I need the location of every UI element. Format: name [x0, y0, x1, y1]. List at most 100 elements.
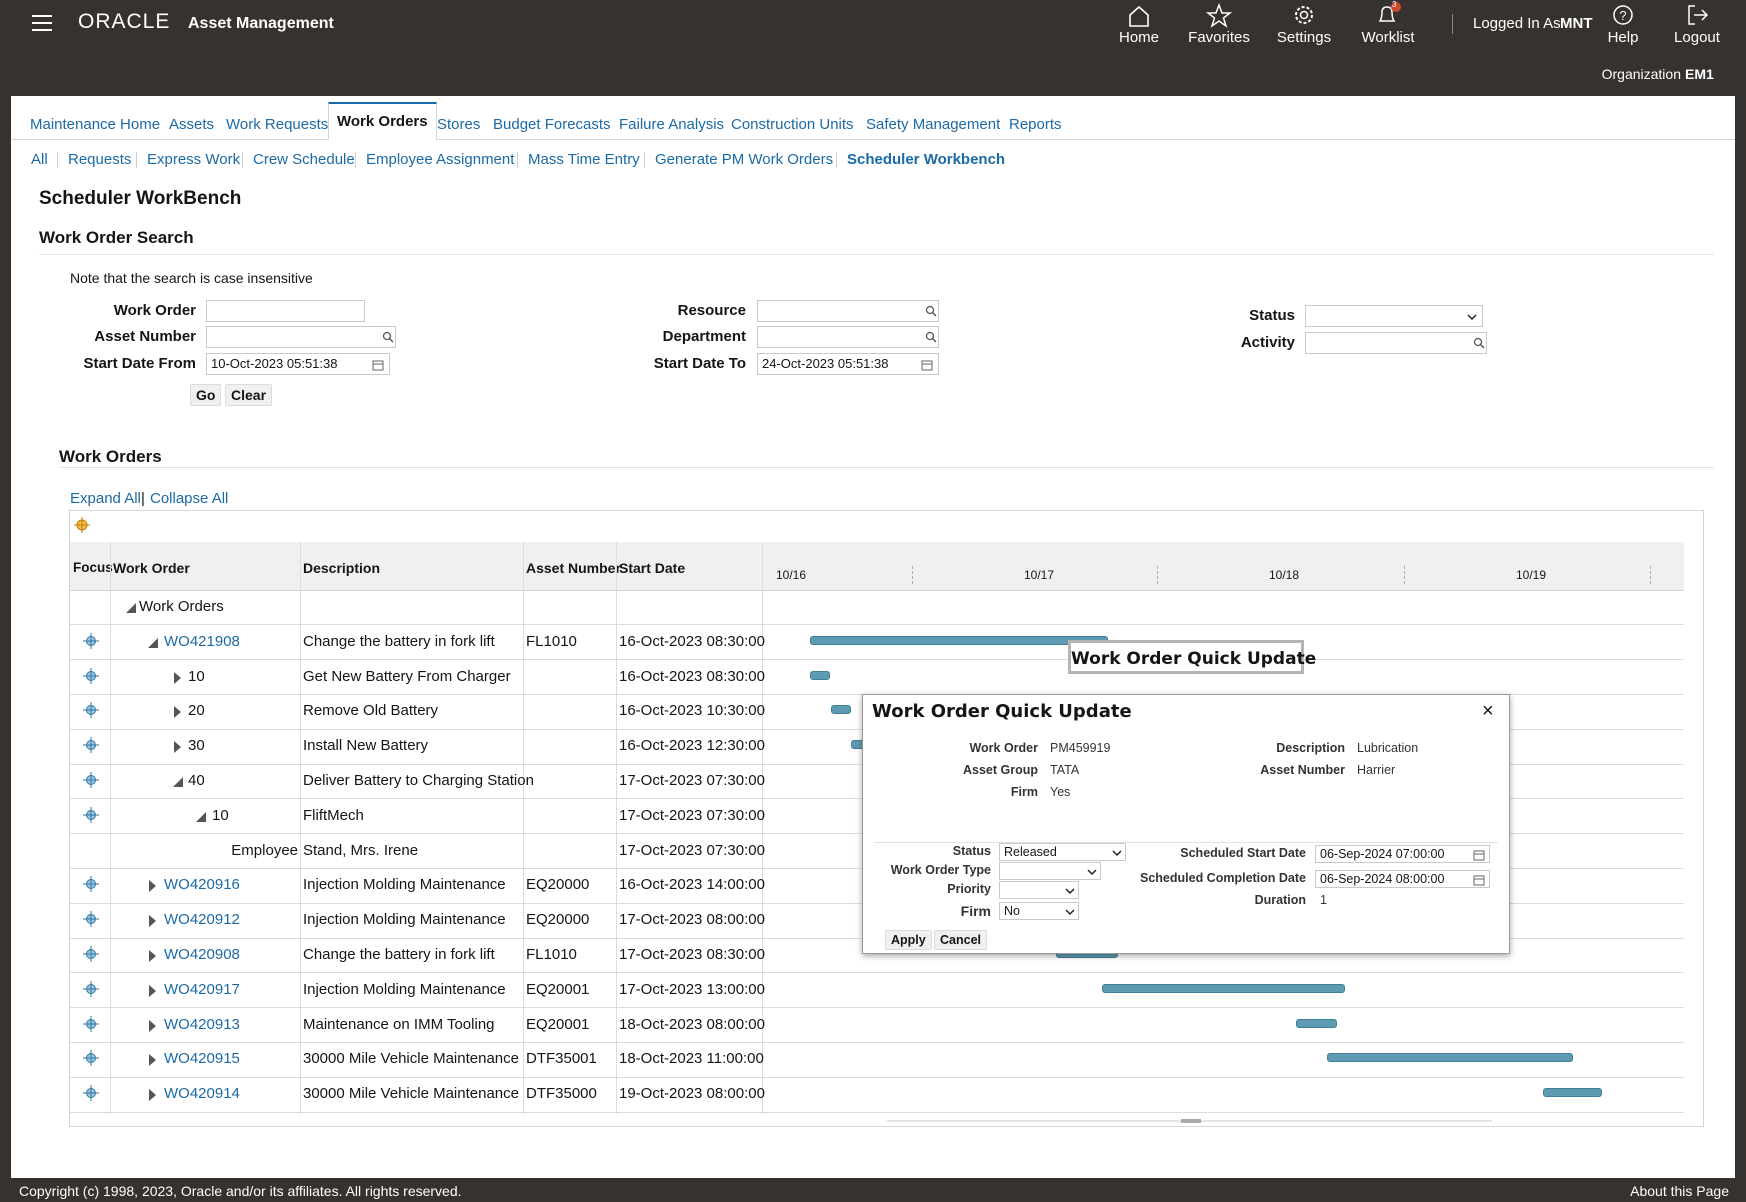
focus-icon[interactable] — [83, 1085, 99, 1102]
focus-icon[interactable] — [83, 911, 99, 928]
tab[interactable]: Maintenance Home — [30, 116, 161, 133]
scrollbar-thumb[interactable] — [1181, 1119, 1201, 1123]
about-link[interactable]: About this Page — [1630, 1183, 1729, 1199]
subtab[interactable]: Employee Assignment — [366, 151, 515, 168]
expand-toggle[interactable] — [148, 1054, 158, 1067]
help[interactable]: Help — [1607, 29, 1639, 46]
subtab[interactable]: Crew Schedule — [253, 151, 355, 168]
lookup-icon[interactable] — [1473, 337, 1485, 349]
expand-toggle[interactable] — [148, 1089, 158, 1102]
subtab[interactable]: Mass Time Entry — [528, 151, 640, 168]
collapse-toggle[interactable] — [148, 637, 158, 649]
focus-icon[interactable] — [83, 806, 99, 823]
tab[interactable]: Assets — [169, 116, 215, 133]
nav-item[interactable]: Home — [1118, 29, 1159, 46]
subtab[interactable]: Generate PM Work Orders — [655, 151, 834, 168]
focus-icon[interactable] — [83, 1050, 99, 1067]
lookup-icon[interactable] — [925, 305, 937, 317]
focus-icon[interactable] — [83, 772, 99, 788]
collapse-all[interactable]: Collapse All — [150, 490, 229, 507]
collapse-toggle[interactable] — [126, 602, 136, 614]
tab[interactable]: Stores — [437, 116, 481, 133]
expand-all[interactable]: Expand All — [70, 490, 141, 507]
expand-toggle[interactable] — [148, 950, 158, 962]
collapse-toggle[interactable] — [173, 776, 183, 788]
text-input[interactable] — [206, 326, 396, 348]
cancel-button[interactable]: Cancel — [934, 930, 987, 950]
nav-item[interactable]: Worklist — [1361, 29, 1415, 46]
text-input[interactable]: 24-Oct-2023 05:51:38 — [757, 353, 939, 375]
favorites-icon[interactable] — [1206, 3, 1232, 28]
calendar-icon[interactable] — [372, 359, 385, 371]
expand-toggle[interactable] — [148, 915, 158, 928]
lookup-icon[interactable] — [925, 331, 937, 343]
focus-icon[interactable] — [83, 946, 99, 962]
tab[interactable]: Construction Units — [731, 116, 854, 133]
expand-toggle[interactable] — [148, 984, 158, 997]
work-order[interactable]: WO420914 — [164, 1085, 240, 1103]
work-order[interactable]: WO420915 — [164, 1050, 240, 1068]
lookup-icon[interactable] — [382, 331, 394, 343]
focus-icon[interactable] — [83, 737, 99, 754]
text-input[interactable] — [206, 300, 365, 322]
select-caret[interactable] — [1112, 849, 1122, 857]
home-icon[interactable] — [1126, 4, 1152, 28]
focus-icon[interactable] — [83, 632, 99, 649]
text-input[interactable]: 10-Oct-2023 05:51:38 — [206, 353, 390, 375]
work-order[interactable]: WO420916 — [164, 876, 240, 894]
expand-toggle[interactable] — [173, 671, 183, 684]
select-input[interactable] — [999, 881, 1079, 899]
select-caret[interactable] — [1065, 908, 1075, 916]
settings-icon[interactable] — [1291, 3, 1317, 28]
tab[interactable]: Work Orders — [328, 102, 437, 140]
focus-root-icon[interactable] — [74, 517, 90, 533]
work-order[interactable]: WO421908 — [164, 632, 240, 650]
logout[interactable]: Logout — [1674, 29, 1720, 46]
subtab[interactable]: Scheduler Workbench — [847, 151, 1006, 168]
help-icon[interactable]: ? — [1611, 3, 1635, 27]
focus-icon[interactable] — [83, 1015, 99, 1032]
subtab[interactable]: Requests — [68, 151, 132, 168]
date-input[interactable]: 06-Sep-2024 07:00:00 — [1315, 845, 1490, 863]
select-input[interactable] — [1305, 305, 1483, 327]
tab[interactable]: Budget Forecasts — [493, 116, 611, 133]
work-order[interactable]: WO420912 — [164, 911, 240, 929]
work-order[interactable]: WO420917 — [164, 980, 240, 998]
expand-toggle[interactable] — [148, 1019, 158, 1032]
tab[interactable]: Safety Management — [866, 116, 1001, 133]
subtab[interactable]: All — [31, 151, 48, 168]
tab[interactable]: Failure Analysis — [619, 116, 725, 133]
clear-button[interactable]: Clear — [225, 384, 273, 406]
select-input[interactable]: Released — [999, 843, 1126, 861]
text-input[interactable] — [1305, 332, 1487, 354]
apply-button[interactable]: Apply — [885, 930, 932, 950]
expand-toggle[interactable] — [173, 706, 183, 719]
date-input[interactable]: 06-Sep-2024 08:00:00 — [1315, 870, 1490, 888]
calendar-icon[interactable] — [1473, 849, 1486, 861]
menu-icon[interactable] — [30, 12, 54, 34]
nav-item[interactable]: Favorites — [1188, 29, 1250, 46]
select-caret[interactable] — [1467, 313, 1477, 321]
tab[interactable]: Work Requests — [226, 116, 329, 133]
select-input[interactable] — [999, 862, 1101, 880]
calendar-icon[interactable] — [921, 359, 934, 371]
worklist-icon[interactable] — [1374, 2, 1404, 28]
calendar-icon[interactable] — [1473, 874, 1486, 886]
subtab[interactable]: Express Work — [147, 151, 241, 168]
focus-icon[interactable] — [83, 980, 99, 997]
focus-icon[interactable] — [83, 702, 99, 719]
nav-item[interactable]: Settings — [1276, 29, 1332, 46]
focus-icon[interactable] — [83, 876, 99, 893]
logout-icon[interactable] — [1685, 3, 1711, 27]
focus-icon[interactable] — [83, 667, 99, 684]
text-input[interactable] — [757, 326, 939, 348]
select-input[interactable]: No — [999, 902, 1079, 920]
select-caret[interactable] — [1087, 868, 1097, 876]
expand-toggle[interactable] — [173, 741, 183, 754]
select-caret[interactable] — [1065, 887, 1075, 895]
go-button[interactable]: Go — [190, 384, 222, 406]
work-order[interactable]: WO420913 — [164, 1015, 240, 1033]
dialog-close[interactable]: × — [1482, 700, 1494, 722]
work-order[interactable]: WO420908 — [164, 946, 240, 963]
text-input[interactable] — [757, 300, 939, 322]
